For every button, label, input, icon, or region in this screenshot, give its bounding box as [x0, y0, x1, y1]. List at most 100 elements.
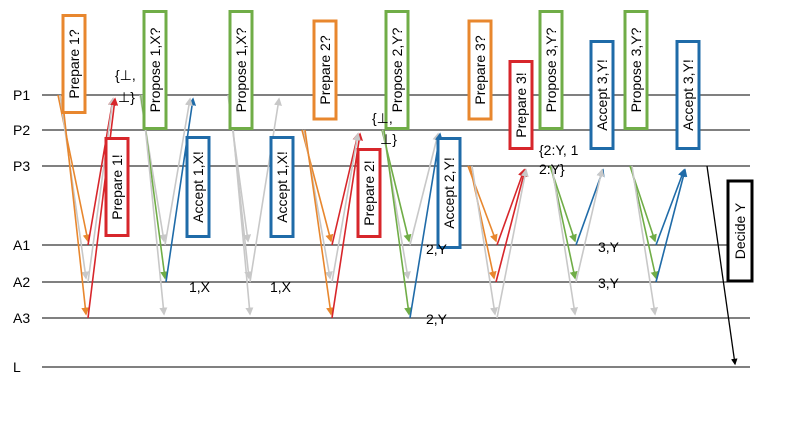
box-accept3-repeat-frame	[675, 40, 701, 150]
msg-propose1-a3	[141, 94, 168, 316]
box-prepare3-promise-label: Prepare 3!	[513, 72, 529, 137]
annotation-accepted-a1-r2: 2,Y	[426, 241, 448, 257]
row-labels: P1 P2 P3 A1 A2 A3 L	[13, 87, 30, 375]
box-accept1-ack-label: Accept 1,X!	[190, 151, 206, 223]
box-propose1-request: Propose 1,X?	[142, 10, 168, 130]
box-propose1-repeat: Propose 1,X?	[228, 10, 254, 130]
msg-prepare1-ack-a3	[87, 97, 119, 319]
annotation-promise-2b: ⊥}	[380, 131, 397, 147]
annotation-accepted-a2-r1b: 1,X	[270, 279, 292, 295]
box-propose3-request-label: Propose 3,Y?	[543, 27, 559, 112]
msg-prepare2-ack-a2	[331, 132, 361, 283]
box-prepare2-request-label: Prepare 2?	[317, 35, 333, 104]
annotation-promise-3b: 2:Y}	[539, 161, 565, 177]
box-accept1-repeat-frame	[269, 136, 295, 238]
box-prepare3-request-frame	[467, 19, 493, 121]
box-propose3-request: Propose 3,Y?	[538, 10, 564, 130]
box-prepare1-request: Prepare 1?	[61, 14, 87, 114]
annotation-promise-2a: {⊥,	[372, 110, 393, 126]
message-label-boxes: Prepare 1? Prepare 1! Propose 1,X? Accept 1…	[61, 10, 754, 283]
box-decide: Decide Y	[726, 179, 754, 283]
box-accept2-ack: Accept 2,Y!	[436, 137, 462, 249]
row-label-p1: P1	[13, 87, 30, 103]
msg-accept1-a2	[165, 97, 197, 283]
row-label-p3: P3	[13, 158, 30, 174]
box-prepare1-promise: Prepare 1!	[104, 137, 130, 237]
msg-propose1b-a3	[229, 94, 254, 316]
box-propose2-request-label: Propose 2,Y?	[389, 27, 405, 112]
box-prepare1-promise-frame	[104, 137, 130, 237]
box-prepare2-promise-frame	[356, 148, 382, 238]
box-propose1-request-frame	[142, 10, 168, 130]
box-propose3-repeat: Propose 3,Y?	[623, 10, 649, 130]
msg-propose3-a3	[551, 165, 578, 316]
msg-prepare2-a3	[304, 129, 335, 316]
row-label-p2: P2	[13, 122, 30, 138]
annotation-accepted-a3-r2: 2,Y	[426, 311, 448, 327]
msg-accept3b-a2	[655, 168, 688, 283]
msg-accept3-a2	[575, 168, 605, 283]
msg-prepare1-ack-a2	[87, 97, 117, 283]
msg-prepare3-a2	[469, 165, 497, 280]
box-prepare2-promise: Prepare 2!	[356, 148, 382, 238]
msg-prepare2-ack-a1	[331, 132, 361, 246]
box-accept1-repeat-label: Accept 1,X!	[274, 151, 290, 223]
annotation-accepted-a2-r3: 3,Y	[598, 275, 620, 291]
box-propose1-repeat-label: Propose 1,X?	[233, 27, 249, 112]
box-accept1-repeat: Accept 1,X!	[269, 136, 295, 238]
box-prepare3-promise: Prepare 3!	[508, 60, 534, 150]
msg-prepare3-ack-a2	[495, 168, 528, 283]
annotation-accepted-a2-r1: 1,X	[189, 279, 211, 295]
msg-prepare3-ack-a3	[496, 168, 529, 319]
box-prepare1-request-frame	[61, 14, 87, 114]
annotation-accepted-a1-r3: 3,Y	[598, 239, 620, 255]
annotations: {⊥, ⊥} 1,X 1,X {⊥, ⊥} 2,Y 2,Y {2:Y, 1 2:…	[115, 67, 620, 327]
message-arrows	[57, 94, 738, 366]
msg-accept1b-a2	[249, 97, 282, 283]
msg-propose3b-a3	[631, 165, 658, 316]
box-propose3-repeat-label: Propose 3,Y?	[628, 27, 644, 112]
msg-propose2-a3	[383, 129, 413, 316]
box-accept3-ack-label: Accept 3,Y!	[594, 59, 610, 131]
msg-prepare1-a2	[59, 94, 90, 280]
msg-accept1-a1	[164, 97, 193, 246]
box-propose3-repeat-frame	[623, 10, 649, 130]
box-prepare2-request-frame	[312, 19, 338, 121]
box-prepare3-request: Prepare 3?	[467, 19, 493, 121]
annotation-promise-1a: {⊥,	[115, 67, 136, 83]
msg-prepare3-ack-a1	[496, 168, 526, 246]
msg-accept2-a3	[409, 132, 443, 319]
box-prepare1-request-label: Prepare 1?	[66, 29, 82, 98]
msg-decide-y	[706, 165, 738, 366]
row-label-a3: A3	[13, 310, 30, 326]
msg-accept3b-a1	[655, 168, 686, 246]
box-accept3-repeat-label: Accept 3,Y!	[680, 59, 696, 131]
annotation-promise-1b: ⊥}	[118, 89, 135, 105]
row-label-a2: A2	[13, 274, 30, 290]
msg-prepare3-a3	[471, 165, 498, 316]
box-propose2-request-frame	[384, 10, 410, 130]
msg-prepare1-ack-a1	[87, 97, 116, 246]
box-accept2-ack-frame	[436, 137, 462, 249]
msg-prepare2-ack-a3	[331, 132, 363, 319]
box-prepare3-promise-frame	[508, 60, 534, 150]
box-accept1-ack-frame	[185, 136, 211, 238]
box-prepare1-promise-label: Prepare 1!	[109, 154, 125, 219]
box-prepare3-request-label: Prepare 3?	[472, 35, 488, 104]
box-decide-label: Decide Y	[732, 202, 748, 259]
box-accept3-ack: Accept 3,Y!	[589, 40, 615, 150]
row-label-a1: A1	[13, 237, 30, 253]
annotation-promise-3a: {2:Y, 1	[539, 142, 579, 158]
msg-accept2-a1	[409, 132, 441, 246]
msg-prepare1-a3	[61, 94, 90, 316]
box-decide-frame	[726, 179, 754, 283]
box-accept3-ack-frame	[589, 40, 615, 150]
box-accept1-ack: Accept 1,X!	[185, 136, 211, 238]
box-accept2-ack-label: Accept 2,Y!	[441, 157, 457, 229]
box-prepare2-promise-label: Prepare 2!	[361, 160, 377, 225]
box-propose2-request: Propose 2,Y?	[384, 10, 410, 130]
box-prepare2-request: Prepare 2?	[312, 19, 338, 121]
box-propose1-repeat-frame	[228, 10, 254, 130]
box-accept3-repeat: Accept 3,Y!	[675, 40, 701, 150]
